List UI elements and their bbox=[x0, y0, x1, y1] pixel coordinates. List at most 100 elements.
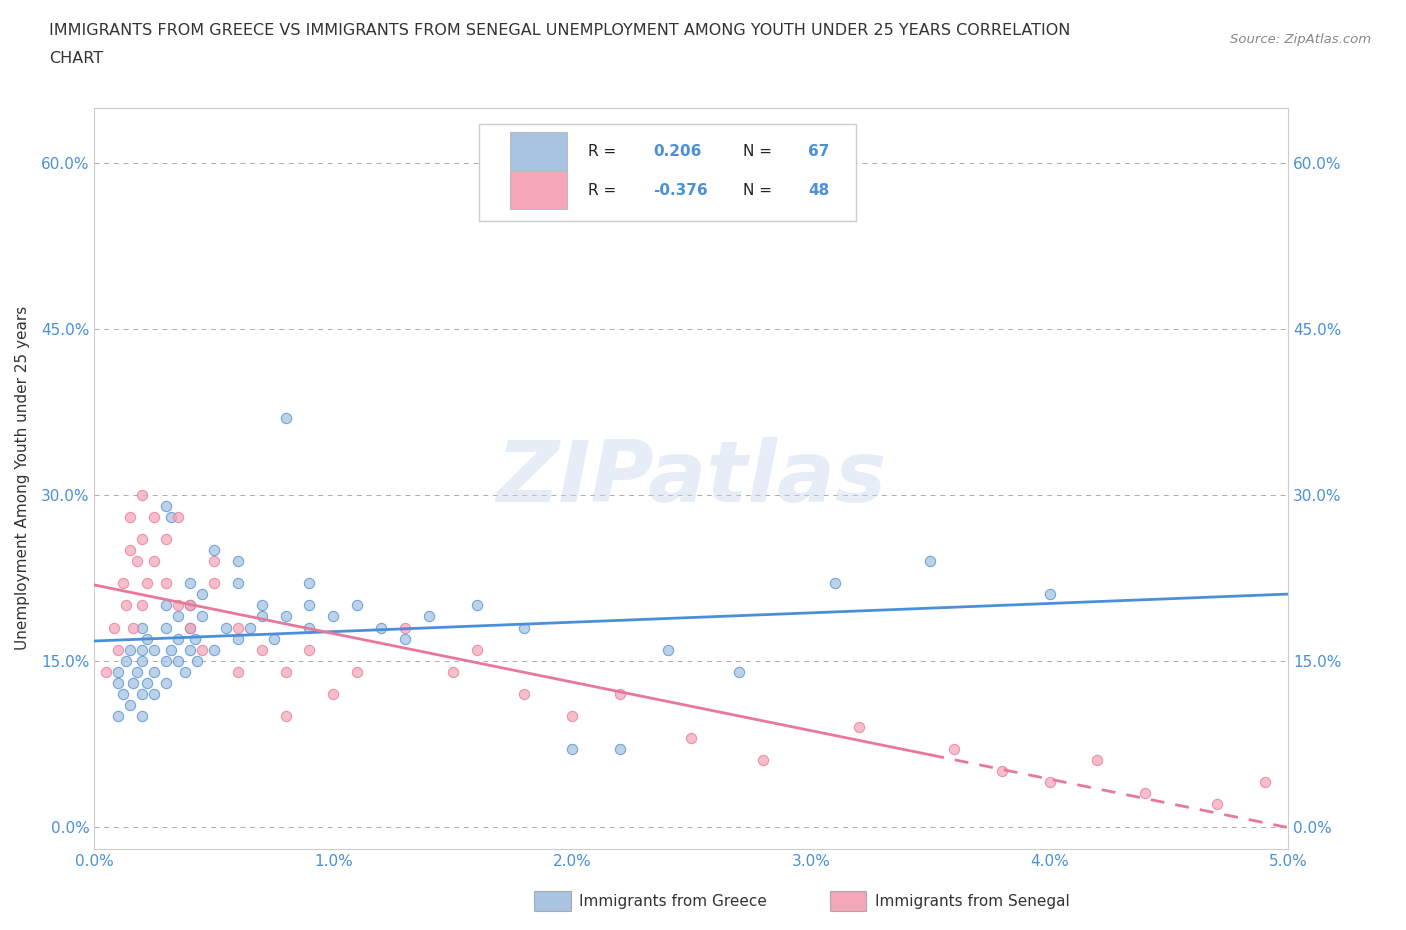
Point bbox=[155, 532, 177, 547]
Point bbox=[131, 686, 153, 701]
Point bbox=[226, 631, 249, 646]
Point bbox=[418, 609, 440, 624]
Point bbox=[298, 598, 321, 613]
Point bbox=[167, 609, 190, 624]
Text: R =: R = bbox=[588, 182, 620, 198]
Point bbox=[155, 653, 177, 668]
Point bbox=[179, 643, 201, 658]
Point bbox=[298, 576, 321, 591]
Point bbox=[1039, 775, 1062, 790]
Point bbox=[681, 731, 703, 746]
Point bbox=[114, 598, 136, 613]
Point bbox=[465, 598, 488, 613]
Text: Immigrants from Greece: Immigrants from Greece bbox=[579, 894, 768, 909]
Point bbox=[160, 643, 183, 658]
Point bbox=[250, 643, 273, 658]
Point bbox=[143, 510, 166, 525]
Point bbox=[155, 675, 177, 690]
Point bbox=[991, 764, 1014, 778]
Text: IMMIGRANTS FROM GREECE VS IMMIGRANTS FROM SENEGAL UNEMPLOYMENT AMONG YOUTH UNDER: IMMIGRANTS FROM GREECE VS IMMIGRANTS FRO… bbox=[49, 23, 1070, 38]
FancyBboxPatch shape bbox=[510, 171, 567, 209]
Point bbox=[136, 576, 159, 591]
Point bbox=[226, 553, 249, 568]
Point bbox=[107, 643, 129, 658]
Point bbox=[250, 598, 273, 613]
Text: 0.206: 0.206 bbox=[654, 144, 702, 159]
Point bbox=[394, 631, 416, 646]
Point bbox=[226, 576, 249, 591]
Point bbox=[179, 598, 201, 613]
Point bbox=[346, 598, 368, 613]
Text: -0.376: -0.376 bbox=[654, 182, 707, 198]
Point bbox=[728, 664, 751, 679]
Point bbox=[121, 620, 143, 635]
Point bbox=[167, 598, 190, 613]
Point bbox=[127, 553, 149, 568]
Point bbox=[561, 709, 583, 724]
Point bbox=[370, 620, 392, 635]
Point bbox=[1039, 587, 1062, 602]
Point bbox=[298, 643, 321, 658]
Y-axis label: Unemployment Among Youth under 25 years: Unemployment Among Youth under 25 years bbox=[15, 306, 30, 650]
Point bbox=[112, 576, 135, 591]
Point bbox=[322, 609, 344, 624]
Point bbox=[179, 576, 201, 591]
Point bbox=[202, 543, 225, 558]
Point bbox=[136, 675, 159, 690]
FancyBboxPatch shape bbox=[510, 132, 567, 171]
Point bbox=[226, 664, 249, 679]
Point bbox=[215, 620, 238, 635]
Point bbox=[120, 643, 142, 658]
Point bbox=[513, 620, 536, 635]
Point bbox=[346, 664, 368, 679]
Point bbox=[131, 643, 153, 658]
Point bbox=[179, 620, 201, 635]
Point bbox=[131, 620, 153, 635]
Point bbox=[143, 686, 166, 701]
Point bbox=[179, 598, 201, 613]
Text: CHART: CHART bbox=[49, 51, 103, 66]
Point bbox=[263, 631, 285, 646]
Text: N =: N = bbox=[742, 144, 776, 159]
Point bbox=[120, 543, 142, 558]
Point bbox=[143, 664, 166, 679]
Point bbox=[136, 631, 159, 646]
Point bbox=[1253, 775, 1275, 790]
Point bbox=[114, 653, 136, 668]
Point bbox=[465, 643, 488, 658]
FancyBboxPatch shape bbox=[479, 125, 856, 221]
Text: 67: 67 bbox=[808, 144, 830, 159]
Point bbox=[274, 709, 297, 724]
Point bbox=[191, 609, 214, 624]
Text: Immigrants from Senegal: Immigrants from Senegal bbox=[875, 894, 1070, 909]
Text: R =: R = bbox=[588, 144, 620, 159]
Point bbox=[143, 643, 166, 658]
Point bbox=[394, 620, 416, 635]
Point bbox=[96, 664, 118, 679]
Text: 48: 48 bbox=[808, 182, 830, 198]
Point bbox=[186, 653, 208, 668]
Point bbox=[202, 553, 225, 568]
Point bbox=[239, 620, 262, 635]
Point bbox=[752, 752, 775, 767]
Point bbox=[107, 709, 129, 724]
Point bbox=[184, 631, 207, 646]
Point bbox=[609, 742, 631, 757]
Point bbox=[131, 709, 153, 724]
Point bbox=[167, 631, 190, 646]
Point bbox=[298, 620, 321, 635]
Point bbox=[155, 620, 177, 635]
Point bbox=[131, 653, 153, 668]
Point bbox=[121, 675, 143, 690]
Point bbox=[1087, 752, 1109, 767]
Text: Source: ZipAtlas.com: Source: ZipAtlas.com bbox=[1230, 33, 1371, 46]
Text: N =: N = bbox=[742, 182, 776, 198]
Point bbox=[274, 664, 297, 679]
Point bbox=[131, 598, 153, 613]
Point bbox=[848, 720, 870, 735]
Point bbox=[943, 742, 966, 757]
Point bbox=[513, 686, 536, 701]
Point bbox=[174, 664, 197, 679]
Point bbox=[120, 510, 142, 525]
Point bbox=[609, 686, 631, 701]
